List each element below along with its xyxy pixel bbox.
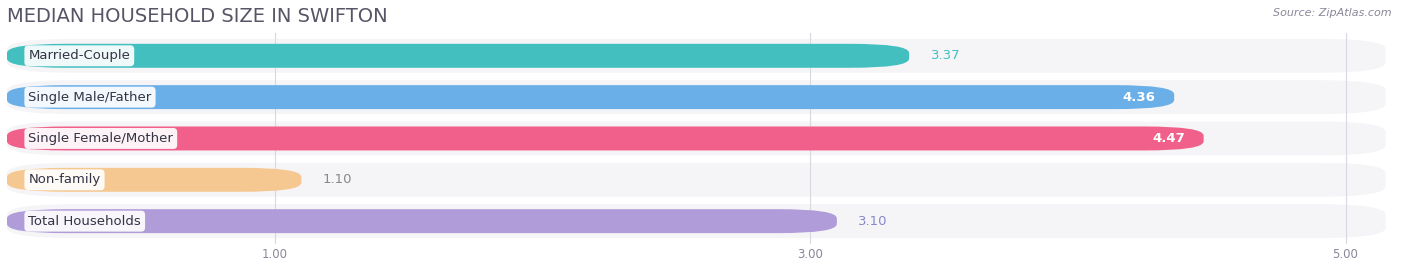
Text: 3.37: 3.37 [931, 49, 960, 62]
FancyBboxPatch shape [7, 168, 301, 192]
FancyBboxPatch shape [7, 85, 1174, 109]
FancyBboxPatch shape [7, 209, 837, 233]
FancyBboxPatch shape [7, 44, 910, 68]
Text: Total Households: Total Households [28, 215, 141, 228]
Text: Source: ZipAtlas.com: Source: ZipAtlas.com [1274, 8, 1392, 18]
Text: Married-Couple: Married-Couple [28, 49, 131, 62]
FancyBboxPatch shape [7, 80, 1386, 114]
Text: 1.10: 1.10 [323, 173, 353, 186]
FancyBboxPatch shape [7, 121, 1386, 155]
FancyBboxPatch shape [7, 39, 1386, 73]
Text: Non-family: Non-family [28, 173, 101, 186]
Text: Single Male/Father: Single Male/Father [28, 91, 152, 104]
Text: 4.47: 4.47 [1152, 132, 1185, 145]
Text: 4.36: 4.36 [1122, 91, 1156, 104]
Text: Single Female/Mother: Single Female/Mother [28, 132, 173, 145]
Text: 3.10: 3.10 [858, 215, 887, 228]
Text: MEDIAN HOUSEHOLD SIZE IN SWIFTON: MEDIAN HOUSEHOLD SIZE IN SWIFTON [7, 7, 388, 26]
FancyBboxPatch shape [7, 163, 1386, 197]
FancyBboxPatch shape [7, 126, 1204, 150]
FancyBboxPatch shape [7, 204, 1386, 238]
